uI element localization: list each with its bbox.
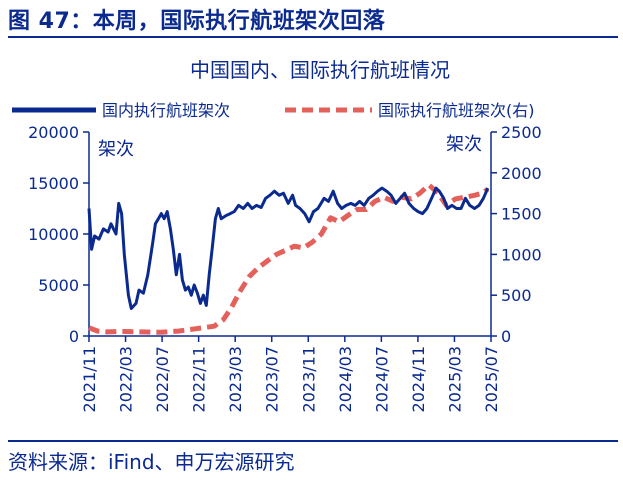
x-tick-label: 2023/11 <box>299 346 318 412</box>
x-tick-label: 2024/03 <box>336 346 355 412</box>
right-tick-label: 500 <box>501 286 532 305</box>
left-axis-ticks: 0 5000 10000 15000 20000 <box>28 123 89 346</box>
chart-title: 中国国内、国际执行航班情况 <box>190 58 450 82</box>
source-rule <box>8 440 618 442</box>
right-tick-label: 2500 <box>501 123 542 142</box>
x-tick-label: 2024/07 <box>372 346 391 412</box>
left-axis-unit-label: 架次 <box>98 139 134 160</box>
series-line-domestic <box>87 186 490 310</box>
right-tick-label: 1500 <box>501 205 542 224</box>
right-tick-label: 0 <box>501 327 511 346</box>
figure-title: 图 47：本周，国际执行航班架次回落 <box>8 9 386 34</box>
series-line-international <box>88 182 490 335</box>
x-tick-label: 2024/11 <box>409 346 428 412</box>
left-tick-label: 15000 <box>28 174 79 193</box>
x-tick-label: 2023/03 <box>226 346 245 412</box>
right-tick-label: 1000 <box>501 245 542 264</box>
x-tick-label: 2022/07 <box>153 346 172 412</box>
legend-label-domestic: 国内执行航班架次 <box>102 101 230 120</box>
left-tick-label: 5000 <box>38 276 79 295</box>
source-note: 资料来源：iFind、申万宏源研究 <box>8 450 295 474</box>
x-tick-label: 2022/03 <box>117 346 136 412</box>
x-tick-label: 2021/11 <box>80 346 99 412</box>
left-tick-label: 0 <box>69 327 79 346</box>
left-tick-label: 20000 <box>28 123 79 142</box>
right-axis-unit-label: 架次 <box>446 134 482 155</box>
left-tick-label: 10000 <box>28 225 79 244</box>
legend: 国内执行航班架次 国际执行航班架次(右) <box>12 101 535 120</box>
x-tick-label: 2023/07 <box>263 346 282 412</box>
x-tick-label: 2025/07 <box>482 346 501 412</box>
x-tick-label: 2025/03 <box>445 346 464 412</box>
right-tick-label: 2000 <box>501 164 542 183</box>
x-axis-ticks: 2021/11 2022/03 2022/07 2022/11 2023/03 2023/… <box>80 336 501 412</box>
right-axis-ticks: 0 500 1000 1500 2000 2500 <box>491 123 542 346</box>
title-rule <box>8 36 618 38</box>
legend-label-international: 国际执行航班架次(右) <box>378 101 535 120</box>
x-tick-label: 2022/11 <box>190 346 209 412</box>
chart: 中国国内、国际执行航班情况 国内执行航班架次 国际执行航班架次(右) 架次 架次… <box>12 58 542 412</box>
